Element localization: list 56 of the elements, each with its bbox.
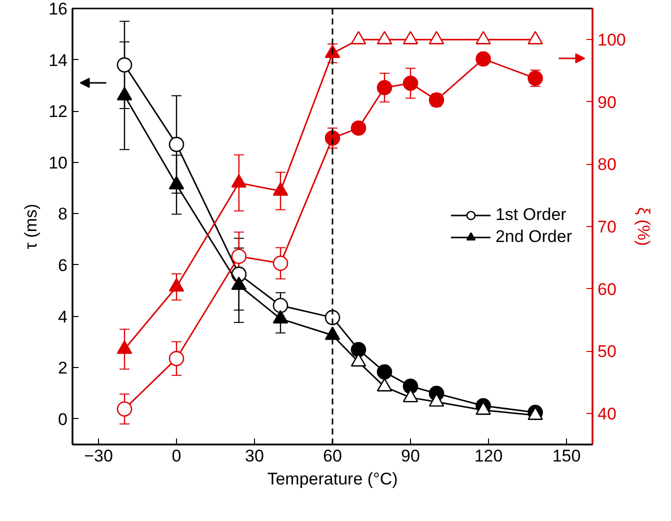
y-axis-title: τ (ms) [22,204,41,250]
y2-tick-label: 90 [598,92,616,112]
point [324,310,340,326]
point [376,30,392,44]
x-tick-label: 120 [474,446,503,466]
point [272,310,288,324]
y-tick-label: 2 [58,358,68,378]
y2-tick-label: 80 [598,155,616,174]
x-tick-label: 60 [323,446,342,466]
point [168,136,184,152]
y-tick-label: 6 [58,256,68,275]
legend-label: 1st Order [495,205,566,225]
y-tick-label: 16 [48,0,68,18]
x-tick-label: 150 [552,446,581,466]
point [231,276,247,290]
legend-label: 2nd Order [495,227,572,247]
point [231,248,247,264]
point [272,256,288,271]
y2-axis-title: ξ (%) [634,207,653,246]
point [528,30,543,44]
point [272,298,288,314]
point [231,174,247,188]
y2-tick-label: 70 [598,218,616,236]
y2-tick-label: 40 [598,404,616,424]
point [428,393,444,407]
x-axis-title: Temperature (°C) [267,470,398,488]
point [476,30,491,44]
point [402,388,418,402]
y-tick-label: 10 [48,153,68,172]
point [272,182,288,196]
y-tick-label: 8 [58,204,68,224]
point [116,401,132,417]
x-tick-label: 30 [245,446,264,466]
point [350,30,366,44]
point [402,30,418,44]
y-tick-label: 0 [58,410,68,429]
point [350,353,366,367]
point [168,278,184,292]
x-tick-label: 90 [401,446,420,466]
point [350,120,366,136]
y2-tick-label: 50 [598,342,616,362]
y2-tick-label: 60 [598,280,616,299]
point [428,30,444,44]
point [350,342,366,358]
point [376,378,392,392]
y-tick-label: 4 [58,307,68,326]
point [116,57,132,73]
point [168,350,184,366]
point [324,326,340,340]
y-tick-label: 12 [48,102,68,122]
point [476,401,491,415]
x-tick-label: −30 [84,446,113,466]
point [324,130,340,146]
y2-tick-label: 100 [598,30,626,50]
y-tick-label: 14 [48,50,68,70]
x-tick-label: 0 [172,446,182,466]
